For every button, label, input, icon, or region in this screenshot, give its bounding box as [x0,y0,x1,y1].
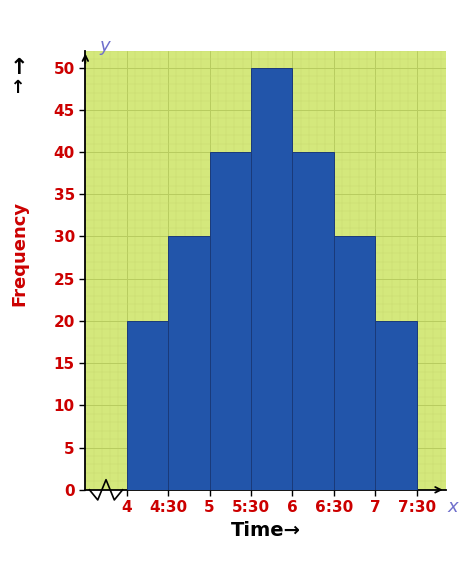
Text: $y$: $y$ [100,39,113,57]
Text: Frequency: Frequency [10,201,28,306]
Text: ↑: ↑ [9,57,28,78]
Bar [375,321,417,490]
Bar [168,236,210,490]
Bar [127,321,168,490]
Bar [210,152,251,490]
Text: Time→: Time→ [230,521,301,540]
Bar [251,68,292,490]
Text: $x$: $x$ [447,498,460,516]
Bar [334,236,375,490]
Text: →: → [10,77,28,92]
Bar [292,152,334,490]
